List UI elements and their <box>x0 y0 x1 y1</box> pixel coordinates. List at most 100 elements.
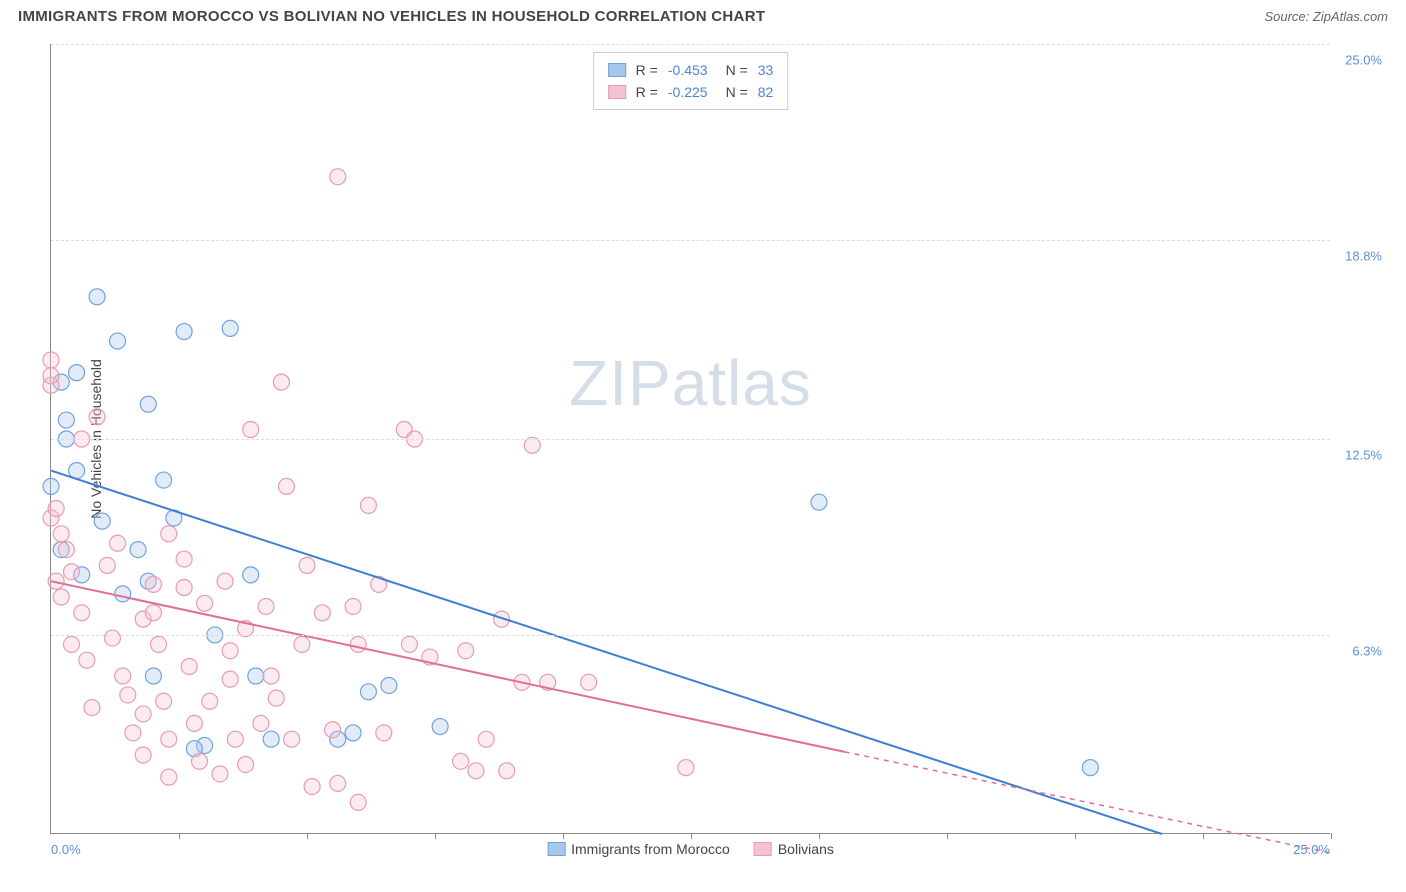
series-legend: Immigrants from Morocco Bolivians <box>547 841 834 857</box>
scatter-point <box>156 693 172 709</box>
x-tick <box>307 833 308 839</box>
scatter-point <box>811 494 827 510</box>
scatter-point <box>330 775 346 791</box>
scatter-point <box>478 731 494 747</box>
x-tick <box>179 833 180 839</box>
scatter-point <box>74 605 90 621</box>
scatter-point <box>299 557 315 573</box>
scatter-point <box>381 677 397 693</box>
correlation-stats-legend: R = -0.453N = 33R = -0.225N = 82 <box>593 52 789 110</box>
legend-label: Immigrants from Morocco <box>571 841 730 857</box>
scatter-point <box>253 715 269 731</box>
stats-row: R = -0.453N = 33 <box>608 59 774 81</box>
scatter-point <box>248 668 264 684</box>
legend-label: Bolivians <box>778 841 834 857</box>
scatter-point <box>263 668 279 684</box>
scatter-point <box>135 747 151 763</box>
scatter-point <box>314 605 330 621</box>
scatter-point <box>273 374 289 390</box>
x-tick <box>1075 833 1076 839</box>
legend-swatch <box>547 842 565 856</box>
grid-line <box>51 439 1330 440</box>
scatter-point <box>58 412 74 428</box>
scatter-point <box>43 368 59 384</box>
scatter-point <box>63 636 79 652</box>
legend-swatch <box>754 842 772 856</box>
y-tick-label: 12.5% <box>1345 448 1382 463</box>
scatter-point <box>58 542 74 558</box>
stat-r-label: R = <box>636 81 658 103</box>
scatter-point <box>161 526 177 542</box>
scatter-point <box>678 760 694 776</box>
scatter-point <box>360 497 376 513</box>
scatter-point <box>89 289 105 305</box>
scatter-point <box>69 365 85 381</box>
scatter-point <box>258 598 274 614</box>
scatter-point <box>79 652 95 668</box>
scatter-point <box>110 333 126 349</box>
y-tick-label: 25.0% <box>1345 53 1382 68</box>
scatter-point <box>145 605 161 621</box>
scatter-point <box>186 715 202 731</box>
scatter-point <box>360 684 376 700</box>
scatter-point <box>581 674 597 690</box>
scatter-point <box>268 690 284 706</box>
scatter-point <box>99 557 115 573</box>
x-axis-max-label: 25.0% <box>1293 842 1330 857</box>
scatter-point <box>222 643 238 659</box>
scatter-point <box>345 725 361 741</box>
scatter-point <box>84 700 100 716</box>
scatter-point <box>499 763 515 779</box>
scatter-point <box>330 169 346 185</box>
scatter-point <box>453 753 469 769</box>
stat-r-label: R = <box>636 59 658 81</box>
y-tick-label: 6.3% <box>1352 643 1382 658</box>
scatter-point <box>222 320 238 336</box>
scatter-point <box>104 630 120 646</box>
scatter-point <box>53 589 69 605</box>
x-tick <box>947 833 948 839</box>
scatter-point <box>151 636 167 652</box>
scatter-point <box>458 643 474 659</box>
y-tick-label: 18.8% <box>1345 248 1382 263</box>
scatter-point <box>468 763 484 779</box>
scatter-point <box>217 573 233 589</box>
scatter-point <box>53 526 69 542</box>
scatter-point <box>115 668 131 684</box>
scatter-point <box>325 722 341 738</box>
scatter-point <box>110 535 126 551</box>
scatter-point <box>161 769 177 785</box>
scatter-point <box>89 409 105 425</box>
scatter-point <box>304 779 320 795</box>
scatter-point <box>43 478 59 494</box>
legend-swatch <box>608 85 626 99</box>
scatter-point <box>115 586 131 602</box>
scatter-point <box>222 671 238 687</box>
scatter-point <box>48 573 64 589</box>
scatter-point <box>48 501 64 517</box>
scatter-point <box>376 725 392 741</box>
scatter-point <box>401 636 417 652</box>
chart-container: No Vehicles in Household ZIPatlas R = -0… <box>50 44 1386 834</box>
scatter-point <box>145 576 161 592</box>
scatter-point <box>294 636 310 652</box>
scatter-point <box>279 478 295 494</box>
scatter-point <box>284 731 300 747</box>
grid-line <box>51 240 1330 241</box>
x-tick <box>691 833 692 839</box>
scatter-point <box>176 551 192 567</box>
scatter-point <box>181 659 197 675</box>
scatter-point <box>135 706 151 722</box>
scatter-point <box>263 731 279 747</box>
scatter-point <box>43 352 59 368</box>
stat-n-label: N = <box>726 59 748 81</box>
scatter-point <box>432 719 448 735</box>
scatter-point <box>345 598 361 614</box>
x-axis-min-label: 0.0% <box>51 842 81 857</box>
scatter-point <box>130 542 146 558</box>
chart-title: IMMIGRANTS FROM MOROCCO VS BOLIVIAN NO V… <box>18 8 765 25</box>
scatter-point <box>238 756 254 772</box>
scatter-point <box>94 513 110 529</box>
source-label: Source: ZipAtlas.com <box>1264 9 1388 24</box>
scatter-point <box>156 472 172 488</box>
